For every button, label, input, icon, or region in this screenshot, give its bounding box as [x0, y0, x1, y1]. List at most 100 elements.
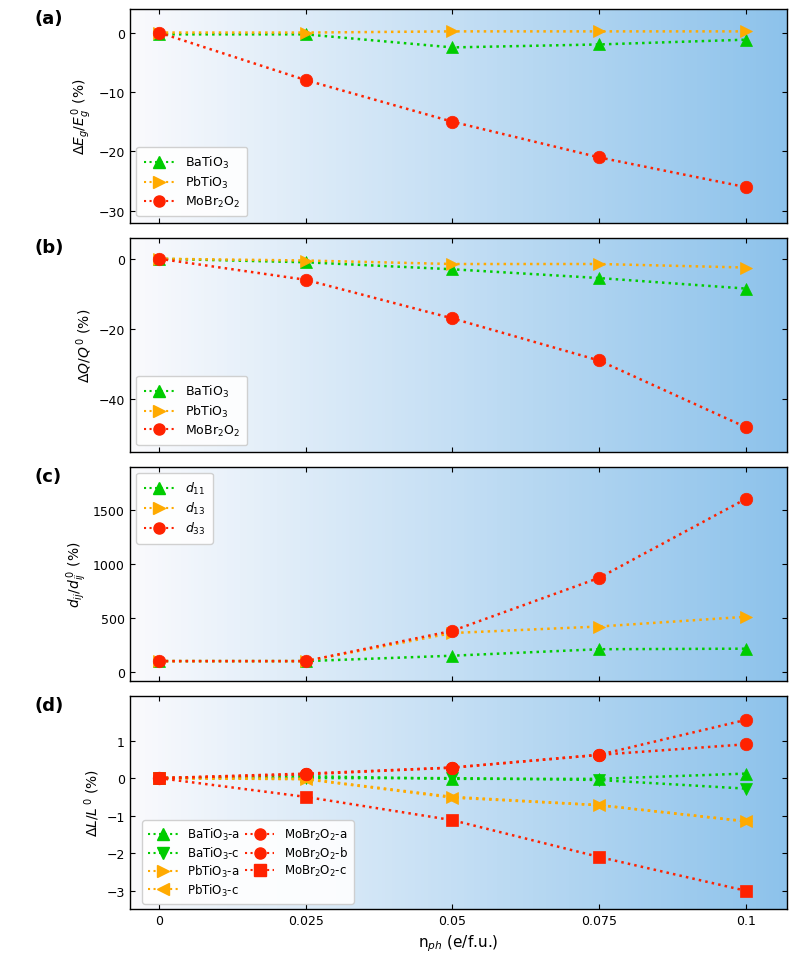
Bar — [553, 695, 556, 910]
Bar — [590, 467, 593, 681]
Bar — [727, 239, 731, 452]
Bar — [445, 10, 448, 224]
Bar — [159, 239, 162, 452]
Bar — [642, 695, 646, 910]
Bar — [195, 467, 199, 681]
Bar — [406, 695, 409, 910]
Bar — [540, 695, 543, 910]
Bar — [173, 10, 176, 224]
Bar — [646, 467, 649, 681]
Bar — [646, 239, 649, 452]
Bar — [718, 695, 721, 910]
Bar — [448, 10, 452, 224]
Bar — [560, 467, 564, 681]
Bar — [596, 695, 599, 910]
Bar — [649, 10, 652, 224]
Bar — [202, 10, 205, 224]
Bar — [301, 10, 304, 224]
Bar — [327, 239, 330, 452]
Bar — [386, 695, 389, 910]
Bar — [619, 695, 623, 910]
Bar — [422, 239, 426, 452]
Bar — [580, 695, 583, 910]
Bar — [681, 10, 684, 224]
Bar — [311, 695, 314, 910]
Bar — [432, 467, 436, 681]
Bar — [136, 10, 139, 224]
Bar — [159, 10, 162, 224]
Bar — [468, 467, 471, 681]
Bar — [484, 467, 487, 681]
Bar — [590, 695, 593, 910]
Bar — [330, 10, 333, 224]
Bar — [330, 695, 333, 910]
Bar — [333, 467, 337, 681]
Bar — [606, 239, 609, 452]
Bar — [655, 239, 659, 452]
Bar — [218, 10, 221, 224]
Bar — [409, 10, 412, 224]
Bar — [517, 695, 521, 910]
Bar — [629, 239, 633, 452]
Bar — [692, 10, 695, 224]
Bar — [373, 239, 376, 452]
Bar — [149, 695, 152, 910]
Bar — [662, 239, 665, 452]
Bar — [255, 239, 258, 452]
Bar — [556, 467, 560, 681]
Bar — [534, 239, 537, 452]
Bar — [130, 467, 133, 681]
Bar — [248, 239, 251, 452]
Bar — [767, 10, 770, 224]
Bar — [731, 239, 734, 452]
Bar — [530, 239, 534, 452]
Bar — [718, 10, 721, 224]
Bar — [639, 467, 642, 681]
Bar — [298, 467, 301, 681]
Bar — [133, 239, 136, 452]
Bar — [245, 695, 248, 910]
Bar — [156, 10, 159, 224]
Bar — [692, 695, 695, 910]
Bar — [652, 695, 655, 910]
Bar — [780, 695, 783, 910]
Bar — [623, 467, 626, 681]
Bar — [320, 10, 324, 224]
Bar — [162, 695, 166, 910]
Bar — [412, 695, 415, 910]
Bar — [764, 239, 767, 452]
Bar — [747, 239, 750, 452]
Bar — [593, 239, 596, 452]
Bar — [356, 695, 360, 910]
Bar — [452, 239, 455, 452]
Bar — [688, 239, 692, 452]
Bar — [182, 239, 186, 452]
Bar — [530, 467, 534, 681]
Bar — [139, 10, 143, 224]
Bar — [744, 467, 747, 681]
Bar — [783, 695, 787, 910]
Bar — [731, 467, 734, 681]
Bar — [162, 239, 166, 452]
Bar — [340, 10, 343, 224]
Bar — [301, 467, 304, 681]
Bar — [652, 10, 655, 224]
Bar — [314, 695, 317, 910]
Bar — [487, 239, 491, 452]
Bar — [412, 467, 415, 681]
Bar — [724, 239, 727, 452]
Bar — [367, 695, 370, 910]
Bar — [665, 695, 668, 910]
Bar — [501, 695, 504, 910]
Bar — [737, 695, 740, 910]
Bar — [504, 467, 508, 681]
Bar — [317, 239, 320, 452]
Bar — [376, 239, 380, 452]
Bar — [616, 695, 619, 910]
Bar — [251, 239, 255, 452]
Bar — [179, 239, 182, 452]
Bar — [521, 695, 524, 910]
Bar — [330, 239, 333, 452]
Bar — [777, 695, 780, 910]
Bar — [737, 239, 740, 452]
